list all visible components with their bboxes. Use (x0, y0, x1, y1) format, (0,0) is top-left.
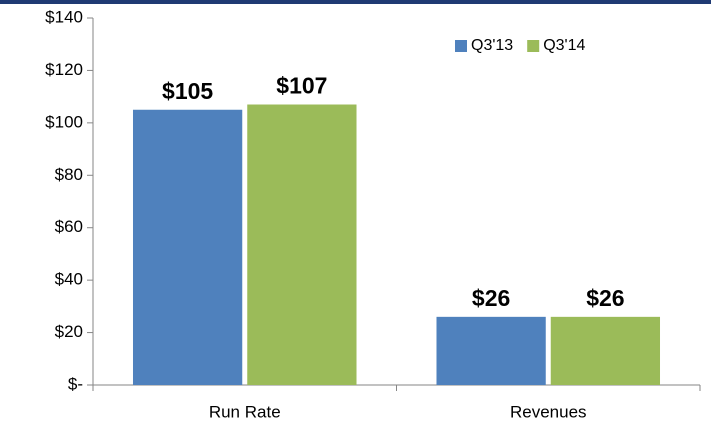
value-label: $107 (276, 73, 327, 99)
legend-label: Q3'14 (543, 37, 585, 54)
value-label: $26 (472, 285, 510, 311)
y-tick-label: $120 (45, 60, 83, 79)
y-tick-label: $40 (55, 270, 83, 289)
legend-swatch (455, 40, 467, 52)
value-label: $105 (162, 78, 213, 104)
bar (436, 316, 546, 385)
top-border (0, 0, 711, 4)
y-tick-label: $20 (55, 322, 83, 341)
x-tick-label: Run Rate (209, 402, 281, 421)
y-tick-label: $140 (45, 7, 83, 26)
bar (550, 316, 661, 385)
bar (247, 104, 357, 385)
y-tick-label: $60 (55, 217, 83, 236)
y-tick-label: $100 (45, 112, 83, 131)
x-tick-label: Revenues (510, 402, 587, 421)
value-label: $26 (586, 285, 624, 311)
y-tick-label: $80 (55, 165, 83, 184)
y-tick-label: $- (68, 374, 83, 393)
bar (132, 109, 243, 385)
legend-label: Q3'13 (471, 37, 513, 54)
legend-swatch (527, 40, 540, 52)
